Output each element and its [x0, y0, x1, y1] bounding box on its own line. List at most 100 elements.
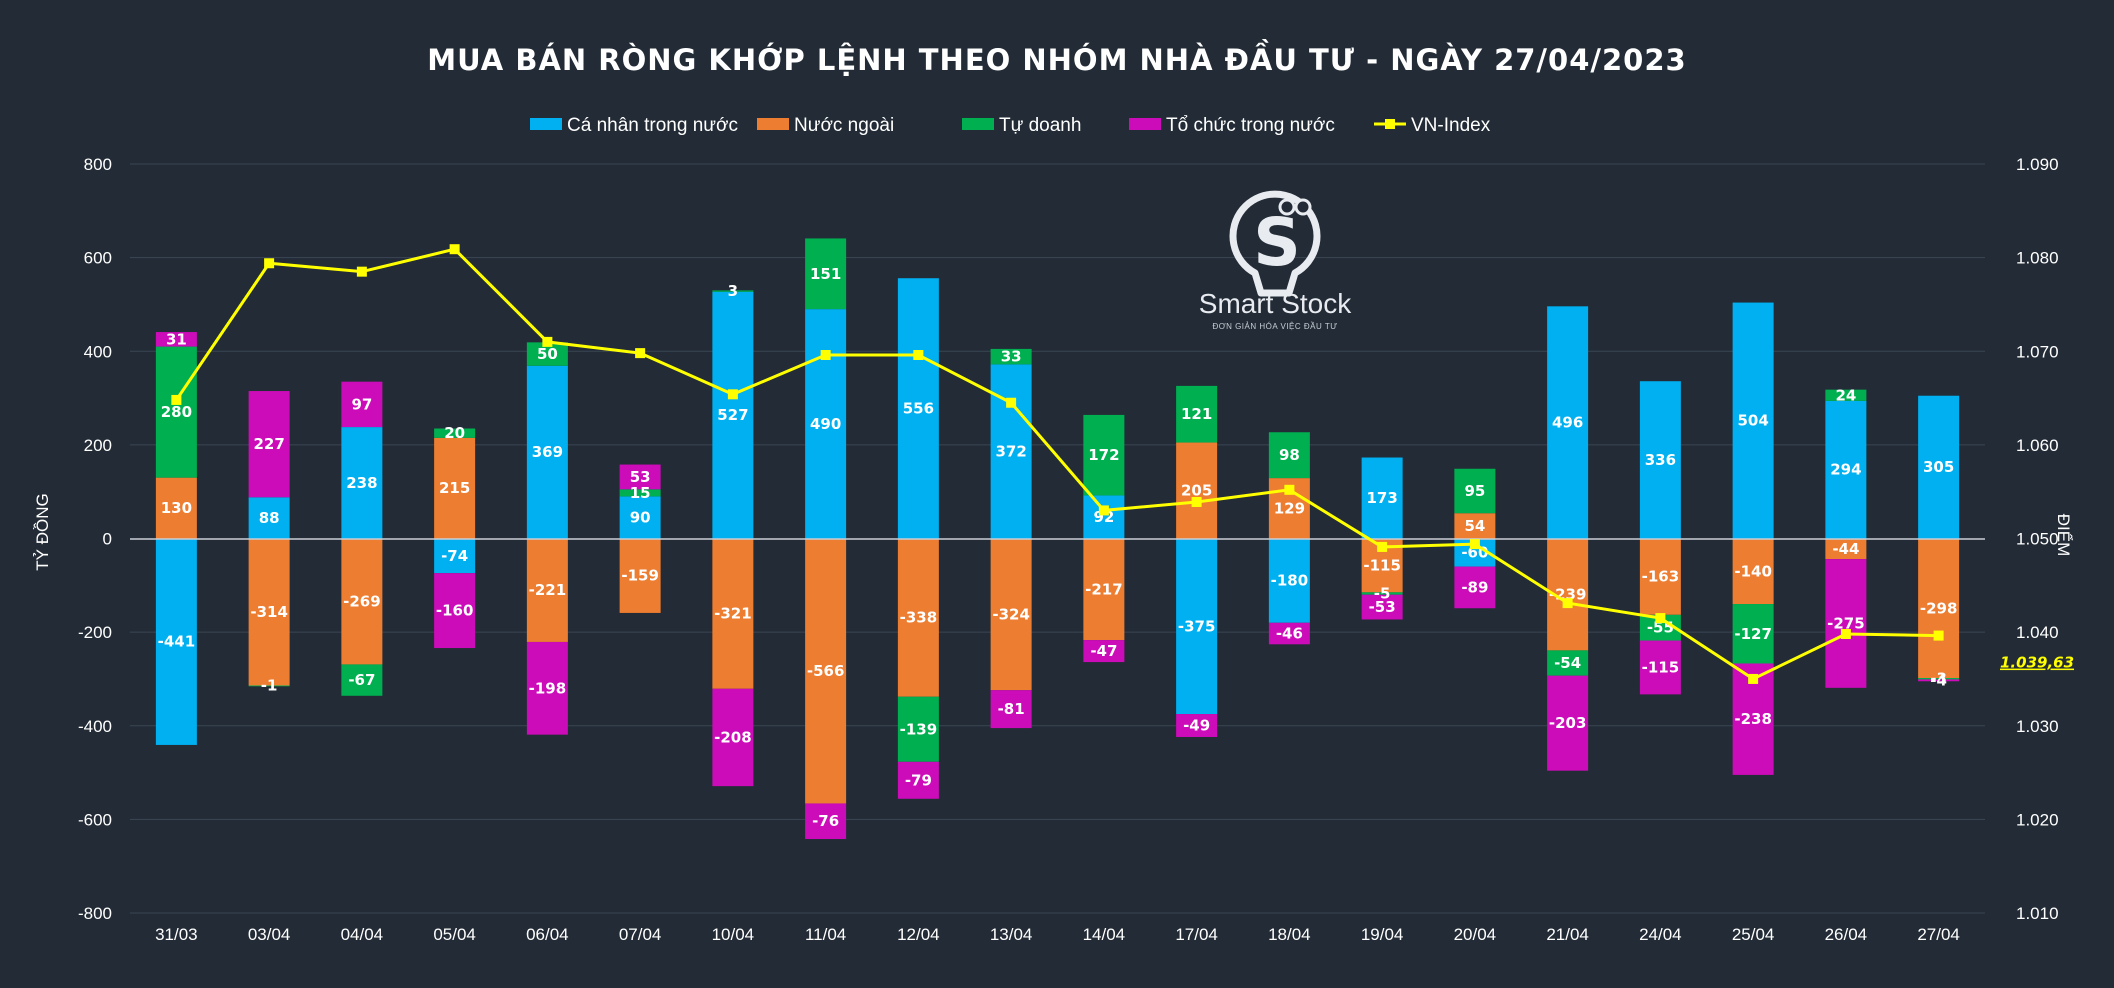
bar-segment — [248, 538, 290, 686]
y-axis-title: TỶ ĐỒNG — [33, 493, 52, 570]
bar-data-label: -5 — [1374, 585, 1391, 603]
vn-index-point — [171, 394, 182, 405]
bar-segment — [1176, 442, 1218, 539]
legend-item[interactable]: Cá nhân trong nước — [530, 115, 738, 136]
bar-data-label: 54 — [1464, 517, 1485, 535]
x-tick-label: 25/04 — [1732, 925, 1775, 944]
bar-segment — [341, 381, 383, 428]
vn-index-line: 1.039,63 — [171, 244, 2074, 684]
bar-data-label: 15 — [630, 484, 651, 502]
x-tick-label: 12/04 — [897, 925, 940, 944]
bar-data-label: -67 — [348, 671, 375, 689]
bar-segment — [619, 464, 661, 490]
bar-data-label: -203 — [1549, 714, 1587, 732]
bar-data-label: -44 — [1832, 540, 1859, 558]
bar-data-label: 50 — [537, 345, 558, 363]
bar-data-label: -89 — [1461, 578, 1488, 596]
bar-data-label: 238 — [346, 474, 377, 492]
bar-segment — [1268, 622, 1310, 645]
x-tick-label: 05/04 — [433, 925, 476, 944]
bar-data-label: 33 — [1001, 348, 1022, 366]
legend: Cá nhân trong nước Nước ngoài Tự doanh Tổ c… — [530, 115, 1491, 136]
y-tick-label: 800 — [84, 155, 112, 174]
bar-segment — [1361, 457, 1403, 539]
bar-data-label: 24 — [1835, 386, 1856, 404]
bar-data-label: 556 — [903, 399, 934, 417]
bar-data-label: 151 — [810, 265, 841, 283]
bar-data-label: 31 — [166, 330, 187, 348]
bar-data-label: -47 — [1090, 642, 1117, 660]
bar-segment — [1732, 302, 1774, 539]
vn-index-point — [264, 258, 275, 269]
bar-segment — [1732, 538, 1774, 605]
bar-data-label: -79 — [905, 771, 932, 789]
x-tick-label: 17/04 — [1175, 925, 1218, 944]
vn-index-point — [542, 336, 553, 347]
bar-data-label: 53 — [630, 468, 651, 486]
bar-data-label: 215 — [439, 479, 470, 497]
vn-index-polyline — [175, 247, 1939, 681]
legend-item[interactable]: Tổ chức trong nước — [1129, 115, 1335, 136]
x-tick-label: 27/04 — [1917, 925, 1960, 944]
logo-name: Smart Stock — [1199, 288, 1352, 319]
bar-data-label: 88 — [259, 509, 280, 527]
x-tick-label: 13/04 — [990, 925, 1033, 944]
bar-data-label: 305 — [1923, 458, 1954, 476]
bar-data-label: -217 — [1085, 580, 1123, 598]
bar-segment — [619, 496, 661, 539]
bar-segment — [990, 364, 1032, 539]
y-tick-label: 600 — [84, 249, 112, 268]
bar-segment — [526, 365, 568, 539]
y2-axis-ticks: 1.090 1.080 1.070 1.060 1.050 1.040 1.030 1.020… — [2016, 155, 2059, 923]
y-tick-label: 200 — [84, 436, 112, 455]
bar-segment — [1268, 538, 1310, 623]
y2-tick-label: 1.030 — [2016, 717, 2059, 736]
bar-data-label: -238 — [1734, 710, 1772, 728]
y2-axis-title: ĐIỂM — [2054, 514, 2073, 557]
vn-index-point — [1562, 598, 1573, 609]
legend-item[interactable]: Nước ngoài — [757, 115, 894, 136]
vn-index-point — [1098, 505, 1109, 516]
y-axis-ticks: 800 600 400 200 0 -200 -400 -600 -800 — [78, 155, 112, 923]
bar-segment — [155, 332, 197, 347]
vn-index-point — [1191, 496, 1202, 507]
bar-data-label: 496 — [1552, 413, 1583, 431]
bar-data-label: 490 — [810, 415, 841, 433]
bar-segment — [248, 497, 290, 539]
bar-segment — [805, 538, 847, 804]
x-tick-label: 20/04 — [1454, 925, 1497, 944]
y-tick-label: -800 — [78, 904, 112, 923]
bar-data-label: 173 — [1366, 489, 1397, 507]
bar-data-label: 20 — [444, 424, 465, 442]
bar-segment — [248, 685, 290, 687]
bar-segment — [1454, 468, 1496, 514]
legend-label: Tự doanh — [999, 115, 1081, 136]
vn-index-point — [1469, 539, 1480, 550]
bar-data-label: -53 — [1369, 598, 1396, 616]
bar-segment — [897, 538, 939, 697]
y2-tick-label: 1.040 — [2016, 623, 2059, 642]
bar-data-label: 336 — [1645, 451, 1676, 469]
legend-item[interactable]: Tự doanh — [962, 115, 1081, 136]
x-tick-label: 04/04 — [341, 925, 384, 944]
bar-segment — [712, 291, 754, 539]
bar-segment — [1825, 389, 1867, 401]
bar-data-label: -269 — [343, 592, 381, 610]
bar-data-label: -139 — [900, 720, 938, 738]
bar-segment — [712, 688, 754, 787]
bar-segment — [434, 437, 476, 539]
bar-segment — [341, 538, 383, 665]
bar-data-label: -127 — [1734, 625, 1772, 643]
bar-segment — [1639, 381, 1681, 539]
y-tick-label: 400 — [84, 342, 112, 361]
bar-labels: -441 130 280 31 88 -314 -1 227 238 -269 -67 97 -74 21… — [158, 265, 1958, 830]
bar-data-label: -375 — [1178, 617, 1216, 635]
legend-item[interactable]: VN-Index — [1374, 115, 1491, 136]
vn-index-point — [1933, 630, 1944, 641]
bar-data-label: -275 — [1827, 614, 1865, 632]
legend-swatch-marker — [1385, 119, 1395, 129]
bar-data-label: 227 — [253, 435, 284, 453]
bar-data-label: -321 — [714, 605, 752, 623]
vn-index-point — [1377, 541, 1388, 552]
bar-segment — [1083, 538, 1125, 641]
